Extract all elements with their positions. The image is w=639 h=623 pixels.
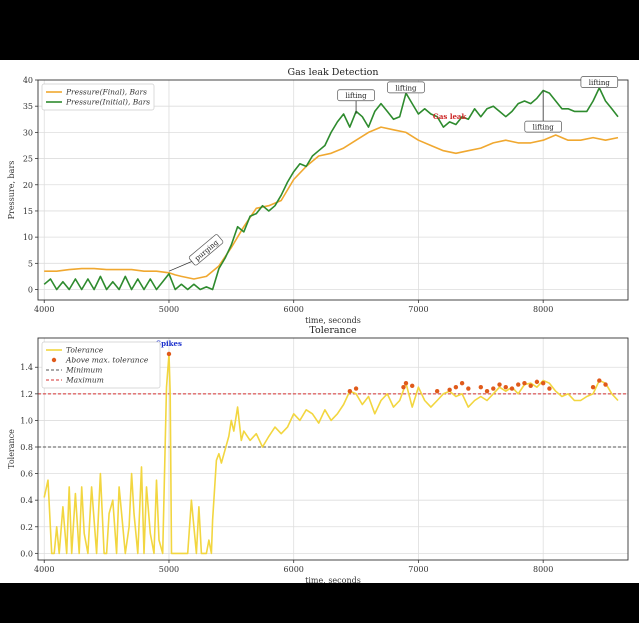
plot-frame [37, 79, 629, 301]
y-tick-label: 1.2 [20, 390, 33, 399]
marker-point [540, 380, 546, 386]
y-axis-label: Pressure, bars [7, 161, 16, 220]
marker-point [503, 384, 508, 390]
x-tick-label: 6000 [284, 565, 304, 574]
x-tick-label: 8000 [533, 305, 553, 314]
annotation-label: lifting [533, 124, 555, 132]
marker-point [603, 382, 608, 387]
marker-point [434, 388, 440, 394]
chart-svg: 4000 5000 6000 7000 8000 0 5 10 15 20 25 30 35 40 Gas … [7, 67, 629, 583]
y-tick-label: 40 [23, 76, 33, 85]
legend-label: Pressure(Initial), Bars [65, 98, 150, 107]
marker-point [453, 384, 459, 390]
annotation-label: Gas leak [433, 112, 467, 121]
marker-point [528, 383, 533, 389]
annotation-label: lifting [395, 84, 417, 92]
annotation-box [387, 81, 425, 94]
y-tick-label: 1.0 [20, 416, 33, 425]
marker-point [447, 387, 452, 393]
marker-point [534, 379, 540, 385]
legend-label: Above max. tolerance [65, 356, 149, 365]
x-axis-label: time, seconds [305, 316, 361, 325]
y-tick-label: 25 [23, 155, 33, 164]
y-tick-label: 20 [23, 181, 33, 190]
marker-point [509, 386, 515, 391]
y-tick-label: 15 [23, 207, 33, 216]
x-tick-label: 4000 [34, 305, 54, 314]
marker-point [491, 386, 496, 391]
annotation-box [524, 120, 562, 133]
marker-point [497, 382, 502, 387]
y-tick-label: 30 [23, 128, 33, 137]
y-tick-label: 35 [23, 102, 33, 111]
marker-point [353, 386, 359, 391]
y-tick-label: 5 [28, 259, 33, 268]
marker-point [478, 384, 484, 390]
y-tick-label: 10 [23, 233, 33, 242]
annotation-label: lifting [346, 92, 368, 100]
y-tick-label: 0.8 [20, 443, 33, 452]
marker-point [466, 386, 471, 391]
x-tick-label: 7000 [408, 305, 428, 314]
series-line-1 [44, 126, 619, 280]
marker-point [516, 382, 521, 387]
annotation-box [188, 234, 224, 266]
series-line-1 [43, 353, 619, 555]
legend-label: Tolerance [66, 346, 104, 355]
legend-swatch [51, 357, 57, 363]
x-tick-label: 8000 [533, 565, 553, 574]
legend-label: Maximum [65, 376, 104, 385]
legend: Pressure(Final), BarsPressure(Initial), … [41, 83, 155, 111]
x-tick-label: 7000 [408, 565, 428, 574]
x-axis-label: time, seconds [305, 576, 361, 583]
chart-panel-2: 4000 5000 6000 7000 8000 0.0 0.2 0.4 0.6 0.8 1.0 1.… [7, 325, 629, 583]
annotation-box [337, 89, 375, 102]
plot-frame [37, 337, 629, 561]
marker-point [347, 388, 353, 394]
legend-box [41, 341, 161, 389]
y-tick-label: 0.4 [20, 496, 33, 505]
marker-point [522, 380, 527, 386]
x-tick-label: 4000 [34, 565, 54, 574]
x-tick-label: 5000 [159, 565, 179, 574]
marker-point [410, 383, 415, 389]
annotation-label: Spikes [156, 339, 182, 348]
marker-point [590, 384, 596, 390]
marker-point [166, 351, 172, 357]
y-tick-label: 1.4 [20, 363, 33, 372]
legend-label: Minimum [65, 366, 102, 375]
y-tick-label: 0 [28, 286, 33, 295]
y-tick-label: 0.6 [20, 470, 33, 479]
chart-title: Gas leak Detection [288, 67, 379, 78]
marker-point [484, 388, 490, 394]
marker-point [597, 378, 602, 383]
series-line-2 [43, 87, 619, 291]
y-tick-label: 0.2 [20, 523, 33, 532]
figure: 4000 5000 6000 7000 8000 0 5 10 15 20 25 30 35 40 Gas … [0, 60, 639, 583]
marker-point [401, 384, 406, 390]
x-tick-label: 6000 [284, 305, 304, 314]
plot-area [38, 80, 628, 300]
chart-title: Tolerance [309, 325, 357, 336]
marker-point [459, 380, 465, 386]
annotation-box [580, 76, 619, 88]
marker-point [403, 380, 409, 386]
legend-box [41, 83, 155, 111]
annotation-label: lifting [589, 79, 611, 87]
y-axis-label: Tolerance [7, 429, 16, 469]
chart-panel-1: 4000 5000 6000 7000 8000 0 5 10 15 20 25 30 35 40 Gas … [7, 67, 629, 325]
x-tick-label: 5000 [159, 305, 179, 314]
marker-point [547, 386, 552, 391]
legend-label: Pressure(Final), Bars [65, 88, 147, 97]
y-tick-label: 0.0 [20, 549, 33, 558]
